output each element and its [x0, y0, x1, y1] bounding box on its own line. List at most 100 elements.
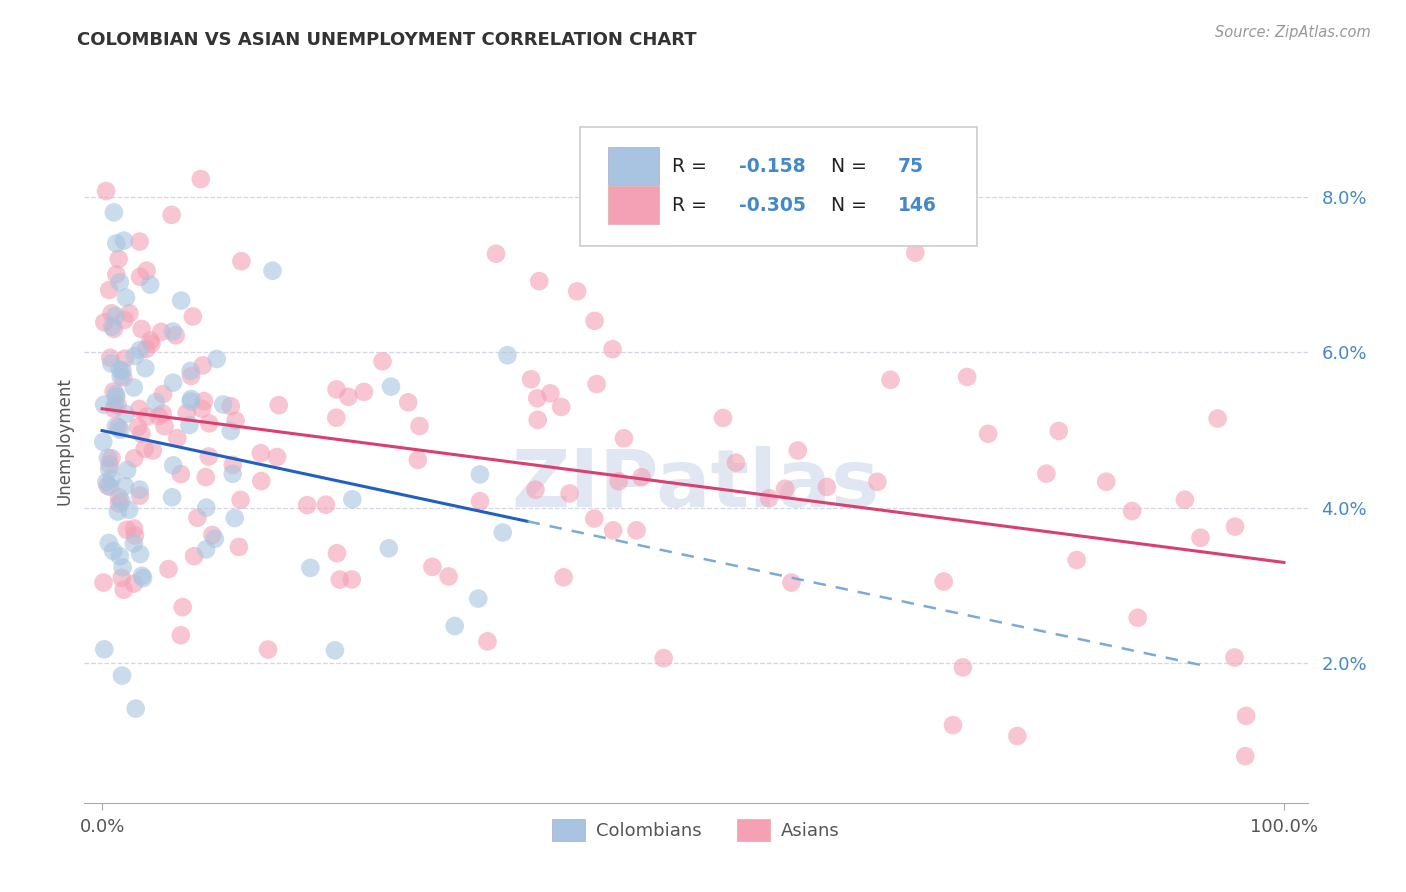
Point [956, 370, 979, 384]
Point [711, 411, 734, 425]
Point [492, 525, 515, 540]
Point [408, 419, 430, 434]
Point [1174, 492, 1197, 507]
Point [1007, 729, 1029, 743]
Point [181, 310, 204, 324]
Point [157, 562, 180, 576]
Point [125, 701, 148, 715]
Text: ZIPatlas: ZIPatlas [512, 446, 880, 524]
Point [468, 494, 491, 508]
Point [180, 394, 202, 409]
Point [129, 269, 152, 284]
Point [112, 234, 135, 248]
Point [135, 342, 157, 356]
Point [315, 498, 337, 512]
Point [139, 334, 162, 348]
Point [98, 283, 121, 297]
Point [124, 528, 146, 542]
Point [148, 409, 170, 424]
Point [1234, 709, 1257, 723]
Point [468, 467, 491, 482]
Point [340, 573, 363, 587]
Point [150, 325, 173, 339]
Point [108, 496, 131, 510]
Point [904, 245, 927, 260]
Point [437, 569, 460, 583]
Text: Source: ZipAtlas.com: Source: ZipAtlas.com [1215, 25, 1371, 40]
Point [266, 450, 288, 464]
Point [299, 561, 322, 575]
Point [212, 397, 235, 411]
Point [1035, 467, 1057, 481]
Point [183, 549, 205, 564]
Point [162, 376, 184, 390]
Point [1126, 611, 1149, 625]
Point [325, 410, 347, 425]
Point [122, 576, 145, 591]
Point [104, 419, 127, 434]
Point [100, 472, 122, 486]
Point [422, 560, 444, 574]
Point [93, 642, 115, 657]
Point [98, 351, 121, 365]
Point [773, 482, 796, 496]
Point [485, 246, 508, 260]
Point [613, 431, 636, 445]
Point [128, 235, 150, 249]
Point [142, 443, 165, 458]
Point [152, 407, 174, 421]
Point [585, 377, 607, 392]
Point [107, 420, 129, 434]
Point [103, 384, 125, 399]
Point [103, 544, 125, 558]
Point [337, 390, 360, 404]
Point [114, 407, 136, 421]
Point [295, 498, 318, 512]
Point [198, 417, 221, 431]
Text: -0.305: -0.305 [738, 195, 806, 215]
Point [110, 369, 132, 384]
Point [496, 348, 519, 362]
Point [166, 431, 188, 445]
Text: R =: R = [672, 195, 713, 215]
Point [108, 549, 131, 564]
Point [108, 275, 131, 289]
Point [134, 361, 156, 376]
Point [115, 291, 138, 305]
Point [128, 483, 150, 497]
Point [124, 349, 146, 363]
Point [406, 453, 429, 467]
Point [583, 511, 606, 525]
Point [104, 387, 127, 401]
Point [815, 480, 838, 494]
Point [170, 293, 193, 308]
Point [98, 480, 121, 494]
Point [1095, 475, 1118, 489]
Point [342, 492, 364, 507]
FancyBboxPatch shape [607, 186, 659, 224]
Point [222, 458, 245, 472]
Point [103, 322, 125, 336]
Point [866, 475, 889, 489]
Point [104, 398, 127, 412]
Point [115, 463, 138, 477]
Point [180, 364, 202, 378]
Point [932, 574, 955, 589]
Point [139, 277, 162, 292]
Point [122, 522, 145, 536]
Point [780, 575, 803, 590]
Point [1206, 411, 1229, 425]
Point [114, 351, 136, 366]
Point [112, 582, 135, 597]
Point [231, 254, 253, 268]
Point [1223, 519, 1246, 533]
Point [100, 356, 122, 370]
Point [250, 446, 273, 460]
Point [153, 419, 176, 434]
Point [105, 390, 128, 404]
Point [977, 426, 1000, 441]
Point [191, 401, 214, 416]
Point [100, 306, 122, 320]
Point [152, 387, 174, 401]
Point [191, 359, 214, 373]
